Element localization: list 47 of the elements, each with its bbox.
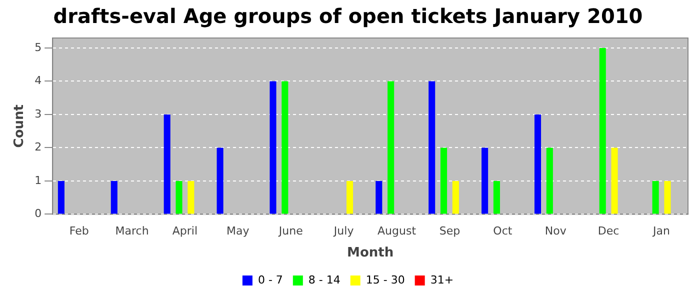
x-tick-label: August — [378, 224, 417, 238]
bar — [282, 81, 288, 214]
y-tick-label: 3 — [34, 107, 42, 120]
bar — [428, 81, 436, 214]
bar — [58, 180, 64, 214]
bar — [346, 180, 354, 214]
y-tick-label: 1 — [34, 174, 42, 187]
y-tick-label: 0 — [34, 207, 42, 220]
legend-label: 0 - 7 — [258, 273, 283, 286]
bar — [164, 114, 170, 214]
legend-label: 15 - 30 — [366, 273, 405, 286]
bar — [534, 114, 542, 214]
bar — [546, 148, 553, 214]
bar — [216, 148, 224, 214]
bar — [188, 180, 194, 214]
y-tick-label: 4 — [34, 74, 42, 88]
bar — [440, 148, 448, 214]
x-tick-label: Nov — [544, 224, 567, 238]
bar — [611, 148, 618, 214]
legend-label: 8 - 14 — [308, 273, 340, 286]
bar — [493, 180, 500, 214]
x-tick-label: Dec — [598, 224, 620, 238]
bar — [176, 180, 182, 214]
x-tick-label: Jan — [652, 224, 670, 238]
bar — [652, 180, 659, 214]
x-tick-label: Feb — [69, 224, 89, 238]
x-tick-label: July — [332, 224, 354, 238]
bar — [452, 180, 459, 214]
legend-label: 31+ — [430, 273, 454, 286]
bar — [599, 48, 606, 214]
bar — [482, 148, 488, 214]
bar — [110, 180, 118, 214]
bar — [270, 81, 276, 214]
bar — [388, 81, 394, 214]
x-tick-label: June — [278, 224, 304, 238]
x-axis-title: Month — [347, 246, 394, 261]
x-tick-label: May — [226, 224, 250, 238]
x-tick-label: Oct — [493, 224, 513, 238]
y-tick-label: 5 — [34, 40, 42, 54]
bar — [664, 180, 671, 214]
x-tick-label: April — [172, 224, 198, 238]
chart-title: drafts-eval Age groups of open tickets January 2010 — [53, 4, 643, 28]
bar — [376, 180, 382, 214]
y-tick-label: 2 — [34, 140, 42, 154]
y-axis-title: Count — [12, 104, 28, 148]
x-tick-label: March — [115, 224, 149, 238]
x-tick-label: Sep — [439, 224, 460, 238]
